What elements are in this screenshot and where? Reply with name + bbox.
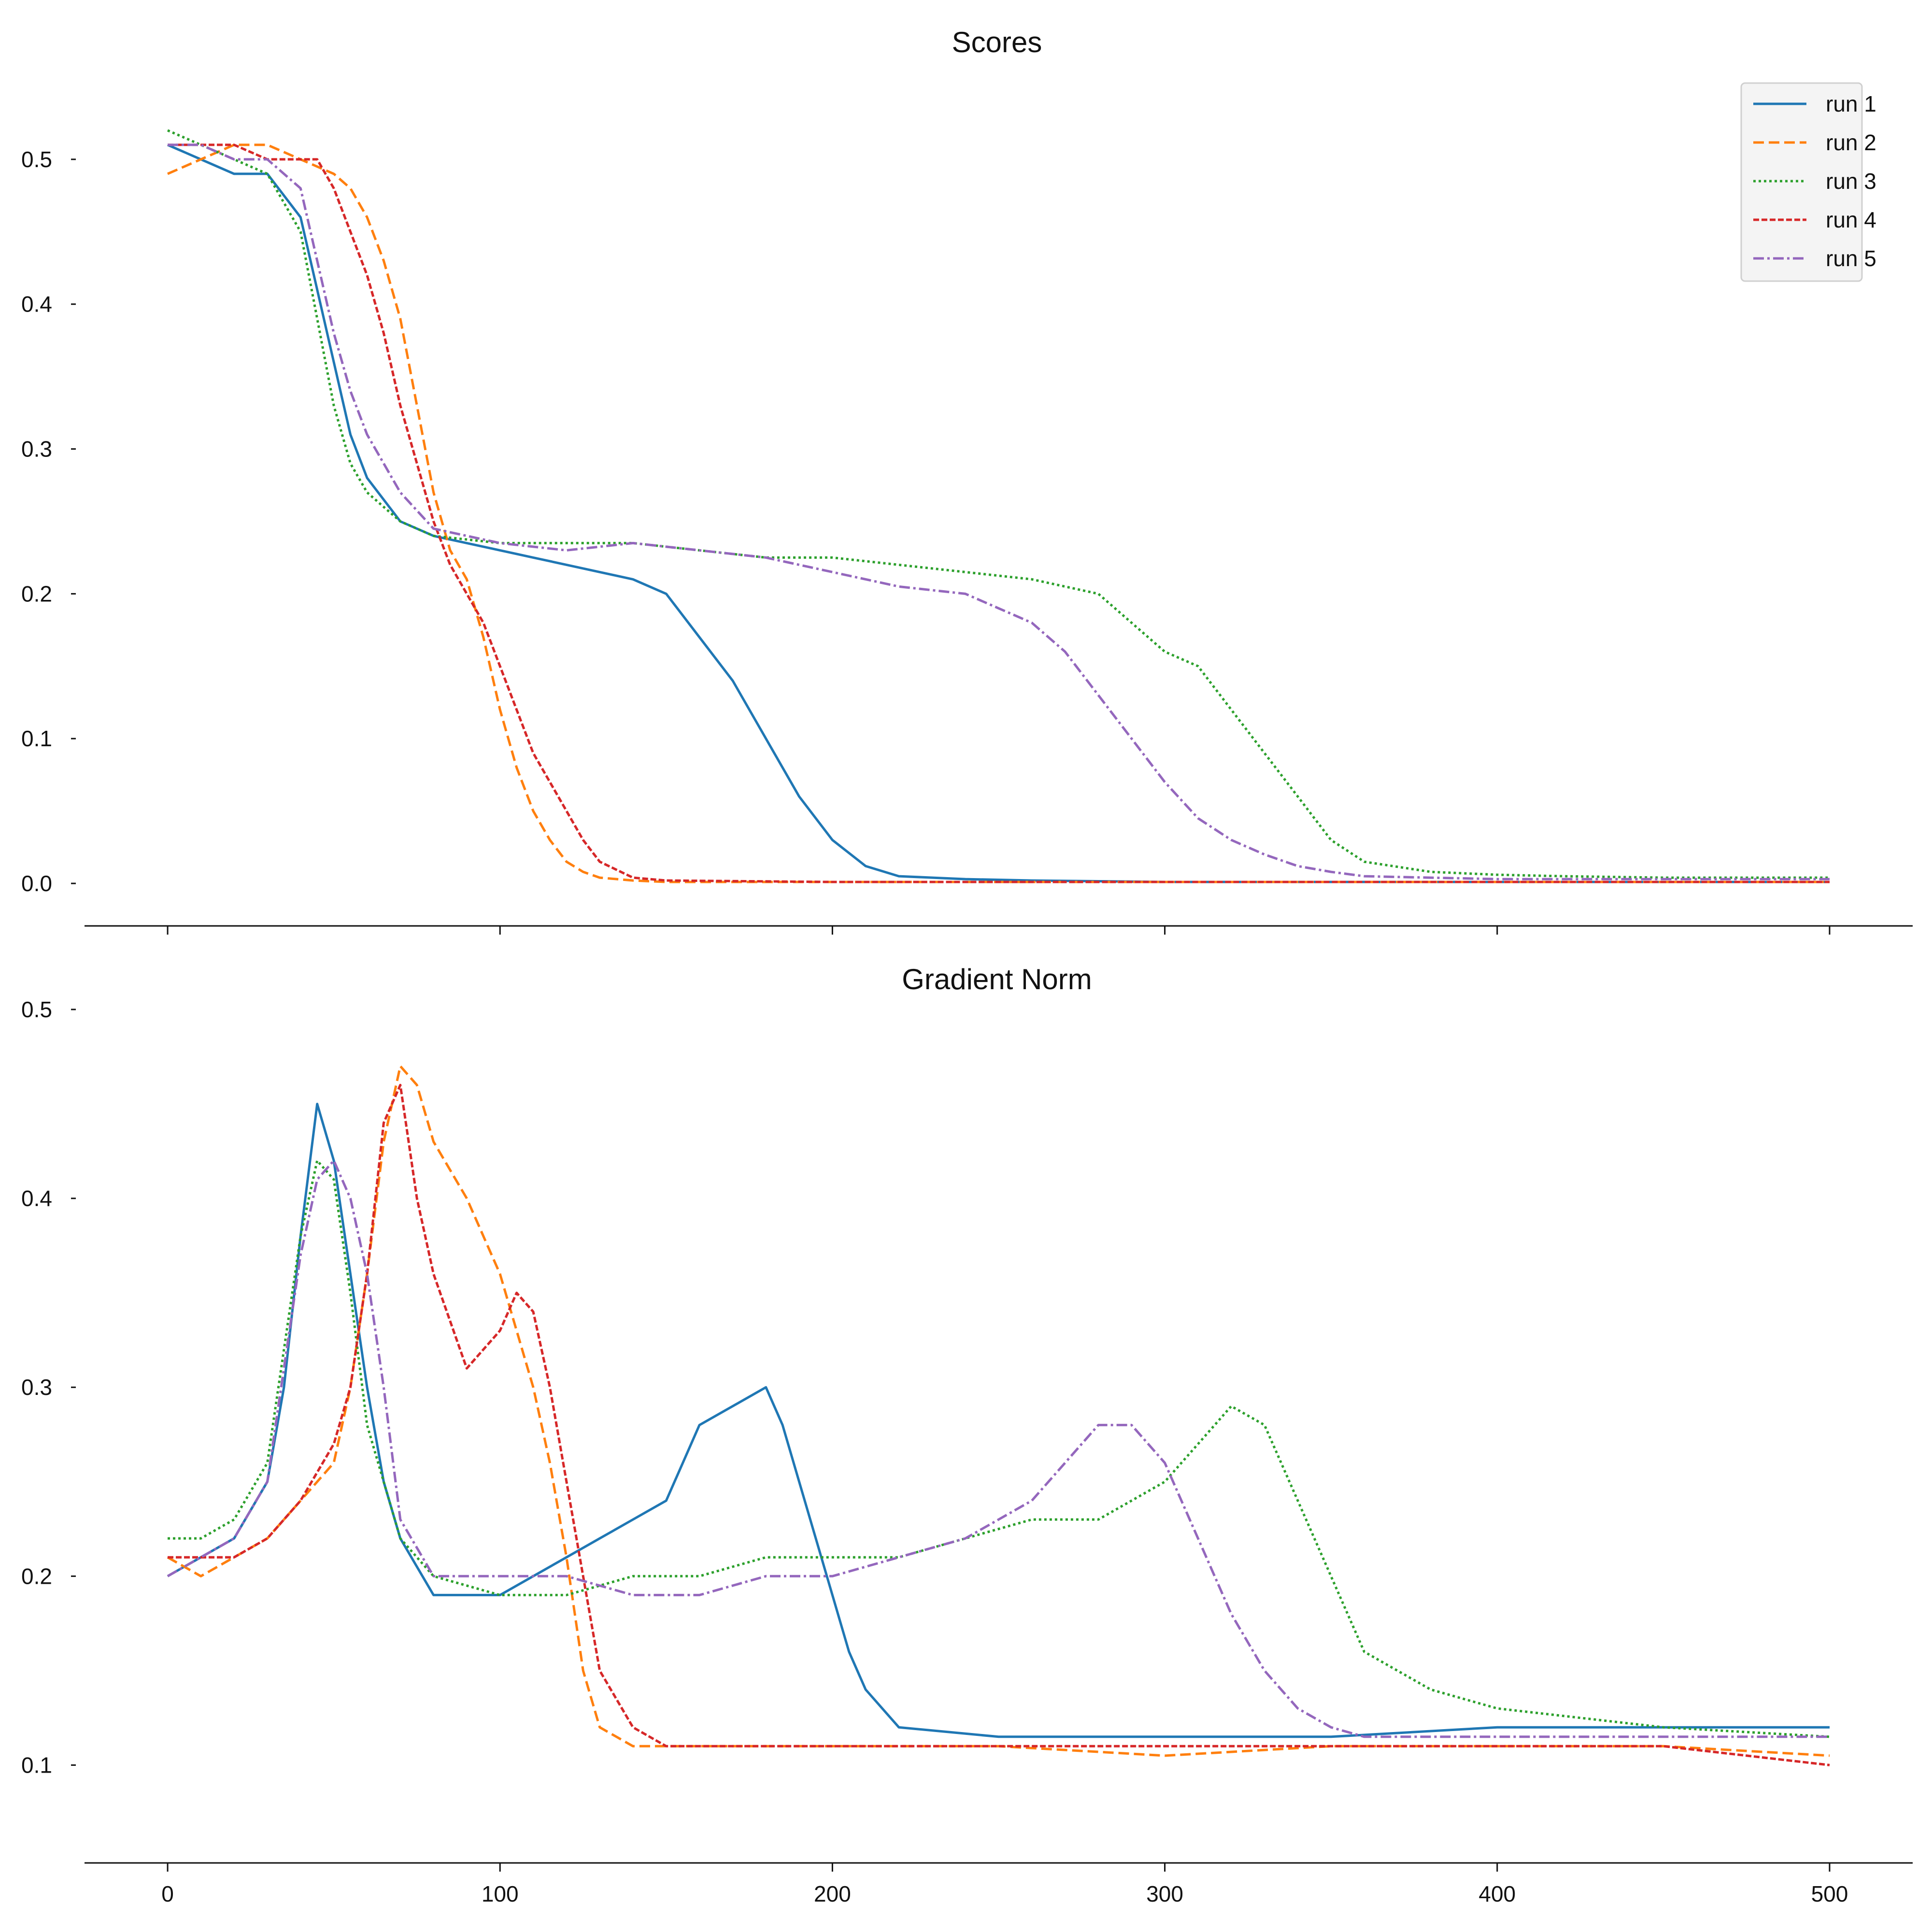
scores-y-tick-label: 0.4 [21,292,52,317]
scores-y-tick-label: 0.3 [21,437,52,462]
scores-y-tick-label: 0.0 [21,871,52,896]
gradient-norm-y-tick-label: 0.3 [21,1375,52,1400]
gradient-norm-x-tick-label: 400 [1478,1881,1516,1906]
gradient-norm-series-run-1 [167,1103,1830,1738]
scores-series-run-3 [167,129,1830,879]
gradient-norm-x-tick-label: 100 [482,1881,519,1906]
scores-y-ticks: 0.0 0.1 0.2 0.3 0.4 0.5 [21,147,76,896]
gradient-norm-x-tick-label: 500 [1811,1881,1848,1906]
legend-label-run-3: run 3 [1826,169,1876,194]
legend-label-run-4: run 4 [1826,207,1876,232]
scores-y-tick-label: 0.2 [21,581,52,606]
gradient-norm-y-tick-label: 0.1 [21,1752,52,1777]
scores-y-tick-label: 0.5 [21,147,52,172]
scores-series-layer [167,129,1830,883]
scores-series-run-4 [168,143,1830,883]
scores-x-ticks [167,926,1831,935]
gradient-norm-y-tick-label: 0.2 [21,1563,52,1589]
gradient-norm-series-run-5 [167,1159,1830,1738]
gradient-norm-x-tick-label: 200 [814,1881,851,1906]
gradient-norm-panel: Gradient Norm 0.1 0.2 0.3 0.4 0.5 0 100 200 300… [21,963,1913,1906]
legend-label-run-2: run 2 [1826,130,1876,155]
gradient-norm-x-ticks: 0 100 200 300 400 500 [161,1863,1848,1906]
scores-series-run-2 [167,143,1830,883]
scores-legend: run 1 run 2 run 3 run 4 run 5 [1740,82,1876,282]
gradient-norm-y-ticks: 0.1 0.2 0.3 0.4 0.5 [21,997,76,1777]
scores-series-run-1 [167,143,1830,883]
gradient-norm-x-tick-label: 300 [1146,1881,1183,1906]
scores-y-tick-label: 0.1 [21,726,52,751]
gradient-norm-y-tick-label: 0.5 [21,997,52,1022]
legend-label-run-5: run 5 [1826,246,1876,271]
gradient-norm-y-tick-label: 0.4 [21,1186,52,1211]
gradient-norm-series-run-4 [168,1083,1830,1766]
scores-series-run-5 [168,143,1830,881]
legend-label-run-1: run 1 [1826,91,1876,116]
gradient-norm-x-tick-label: 0 [161,1881,174,1906]
gradient-norm-series-layer [167,1065,1830,1766]
gradient-norm-title: Gradient Norm [902,963,1092,995]
scores-title: Scores [952,26,1042,58]
gradient-norm-series-run-2 [167,1065,1830,1757]
